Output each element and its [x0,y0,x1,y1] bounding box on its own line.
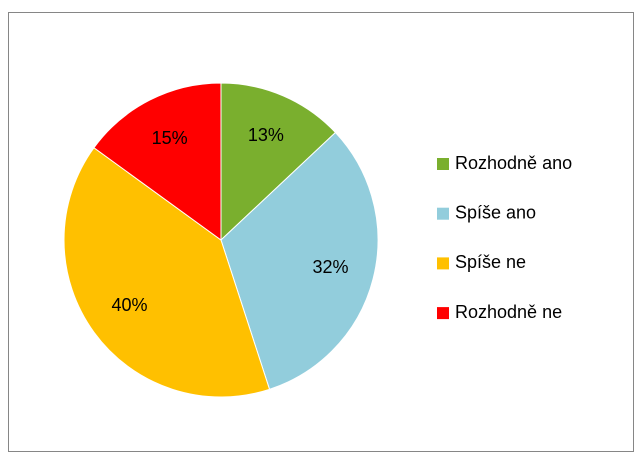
pie-slice [220,131,379,390]
data-label: 15% [152,128,188,148]
pie-slice [63,147,271,398]
legend-swatch [437,257,449,270]
legend-label: Spíše ne [455,252,526,272]
legend-swatch [437,307,449,320]
pie-slice [220,82,337,242]
legend-swatch [437,158,449,170]
data-label: 32% [312,257,348,277]
data-label: 40% [112,295,148,315]
legend-label: Spíše ano [455,202,536,222]
data-label: 13% [248,125,284,145]
legend-label: Rozhodně ano [455,153,572,173]
legend-swatch [437,207,449,220]
legend-label: Rozhodně ne [455,302,562,322]
pie-slice [93,82,222,241]
